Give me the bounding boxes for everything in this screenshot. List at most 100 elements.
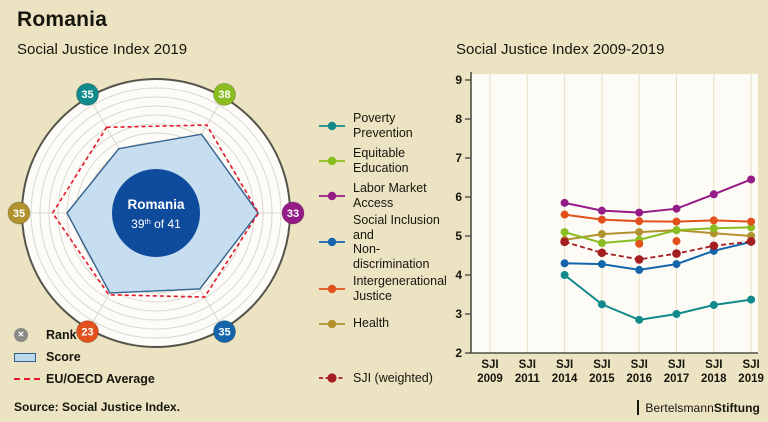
rank-badge-labor-market-access: 33 (281, 201, 305, 225)
sji-weighted-label: SJI (weighted) (353, 371, 433, 385)
x-label-sji-2009: SJI 2009 (477, 359, 503, 385)
data-point (672, 204, 681, 213)
data-point (560, 271, 569, 279)
series-sji-weighted (560, 237, 756, 264)
plot-background (471, 74, 758, 353)
eu-oecd-dashed-line-icon (14, 378, 40, 380)
svg-text:SJI: SJI (668, 359, 685, 371)
svg-text:2009: 2009 (477, 373, 503, 385)
radar-chart: Romania 39th of 41 35 38 33 35 23 35 (7, 78, 305, 348)
data-point (709, 301, 718, 310)
series-labor-market-access (560, 175, 756, 217)
data-point (634, 255, 644, 264)
data-point (635, 228, 644, 237)
source-note: Source: Social Justice Index. (14, 400, 181, 414)
data-point (560, 210, 569, 219)
data-point (560, 237, 569, 247)
svg-text:2016: 2016 (626, 373, 652, 385)
svg-text:SJI: SJI (481, 359, 498, 371)
data-point (597, 300, 606, 309)
legend-label: Health (353, 316, 390, 331)
data-point (672, 226, 681, 235)
publisher-logo: BertelsmannStiftung (637, 400, 760, 415)
y-tick-label: 9 (455, 73, 462, 87)
svg-text:2017: 2017 (664, 373, 690, 385)
data-point (635, 217, 644, 226)
data-point (672, 249, 681, 258)
data-point (672, 260, 681, 269)
data-point (560, 228, 569, 237)
data-point (560, 198, 569, 207)
svg-text:SJI: SJI (705, 359, 722, 371)
svg-text:SJI: SJI (742, 359, 759, 371)
score-legend-label: Score (46, 350, 81, 364)
svg-text:2019: 2019 (738, 373, 764, 385)
rank-legend-label: Rank (46, 328, 77, 342)
y-tick-label: 4 (455, 268, 462, 282)
data-point (597, 215, 606, 224)
logo-text: BertelsmannStiftung (645, 400, 760, 415)
svg-text:SJI: SJI (519, 359, 536, 371)
series-equitable-education (560, 223, 756, 248)
data-point (597, 206, 606, 215)
x-label-sji-2019: SJI 2019 (738, 359, 764, 385)
x-label-sji-2014: SJI 2014 (552, 359, 578, 385)
country-center-disc (112, 169, 200, 257)
data-point (747, 223, 756, 232)
data-point (709, 190, 718, 199)
y-tick-label: 2 (455, 346, 462, 360)
rank-badge-health: 35 (7, 201, 31, 225)
logo-divider-bar (637, 400, 640, 415)
svg-text:2018: 2018 (701, 373, 727, 385)
y-tick-label: 8 (455, 112, 462, 126)
data-point (747, 175, 756, 184)
legend-label: Social Inclusion and Non-discrimination (353, 213, 440, 271)
radar-chart-title: Social Justice Index 2019 (17, 41, 188, 58)
line-chart: 2 3 4 5 6 7 8 9 SJI 2009 SJI 2011 SJI 2014 SJI 2015 SJI 2… (455, 72, 764, 385)
data-point (672, 217, 681, 226)
svg-text:2011: 2011 (515, 373, 541, 385)
svg-text:35: 35 (13, 208, 25, 220)
legend-row-score: Score (14, 346, 155, 368)
svg-text:33: 33 (287, 208, 299, 220)
y-tick-label: 5 (455, 229, 462, 243)
svg-text:35: 35 (218, 326, 230, 338)
data-point (746, 237, 756, 246)
series-marker-icon (319, 319, 345, 328)
series-marker-icon (319, 373, 345, 383)
svg-text:SJI: SJI (593, 359, 610, 371)
data-point (747, 217, 756, 226)
x-label-sji-2018: SJI 2018 (701, 359, 727, 385)
legend-item-labor-market-access: Labor Market Access (318, 178, 454, 213)
svg-text:35: 35 (81, 89, 93, 101)
radar-key-legend: ✕ Rank Score EU/OECD Average (14, 324, 155, 390)
x-label-sji-2011: SJI 2011 (515, 359, 541, 385)
unconnected-point-sji-2016 (635, 239, 644, 248)
series-marker-icon (319, 156, 345, 165)
center-country-label: Romania (127, 197, 185, 212)
rank-badge-social-inclusion-and-non-discrimination: 35 (213, 320, 236, 344)
rank-badge-poverty-prevention: 35 (76, 82, 99, 106)
sji-weighted-legend: SJI (weighted) (318, 371, 433, 386)
series-marker-icon (319, 121, 345, 130)
series-marker-icon (319, 284, 345, 293)
y-tick-label: 7 (455, 151, 462, 165)
rank-badge-intergenerational-justice: 23 (76, 320, 99, 344)
data-point (635, 315, 644, 324)
data-point (597, 230, 606, 239)
svg-text:38: 38 (218, 89, 230, 101)
page-title: Romania (17, 8, 108, 31)
series-marker-icon (319, 191, 345, 200)
data-point (597, 239, 606, 248)
legend-item-social-inclusion-and-non-discrimination: Social Inclusion and Non-discrimination (318, 213, 454, 271)
legend-row-rank: ✕ Rank (14, 324, 155, 346)
data-point (747, 295, 756, 304)
data-point (597, 248, 607, 258)
eu-oecd-legend-label: EU/OECD Average (46, 372, 155, 386)
legend-label: Intergenerational Justice (353, 274, 447, 303)
eu-oecd-average-polygon (51, 124, 260, 298)
svg-text:SJI: SJI (556, 359, 573, 371)
unconnected-point-sji-2017 (672, 237, 681, 246)
data-point (672, 310, 681, 318)
